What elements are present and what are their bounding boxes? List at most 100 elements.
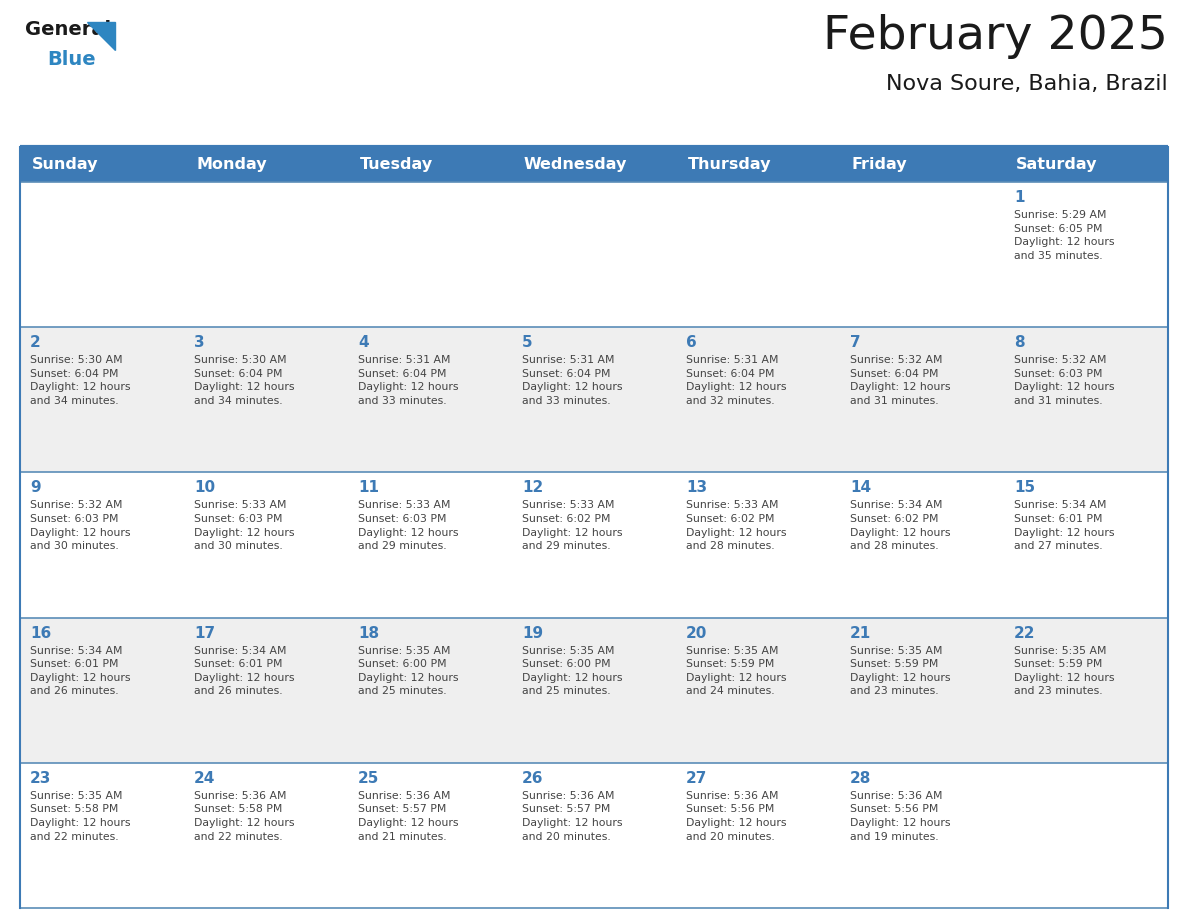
Bar <box>20 147 184 182</box>
Bar <box>348 763 512 908</box>
Text: Monday: Monday <box>196 157 266 172</box>
Text: 8: 8 <box>1015 335 1024 350</box>
Text: Sunrise: 5:35 AM
Sunset: 5:59 PM
Daylight: 12 hours
and 24 minutes.: Sunrise: 5:35 AM Sunset: 5:59 PM Dayligh… <box>685 645 786 697</box>
Text: Sunrise: 5:34 AM
Sunset: 6:01 PM
Daylight: 12 hours
and 26 minutes.: Sunrise: 5:34 AM Sunset: 6:01 PM Dayligh… <box>194 645 295 697</box>
Bar <box>840 147 1004 182</box>
Bar <box>184 327 348 473</box>
Bar <box>184 182 348 327</box>
Text: 16: 16 <box>30 625 51 641</box>
Text: Thursday: Thursday <box>688 157 771 172</box>
Bar <box>676 763 840 908</box>
Text: 11: 11 <box>358 480 379 496</box>
Bar <box>184 473 348 618</box>
Text: Sunrise: 5:29 AM
Sunset: 6:05 PM
Daylight: 12 hours
and 35 minutes.: Sunrise: 5:29 AM Sunset: 6:05 PM Dayligh… <box>1015 210 1114 261</box>
Bar <box>676 147 840 182</box>
Text: Sunrise: 5:35 AM
Sunset: 5:58 PM
Daylight: 12 hours
and 22 minutes.: Sunrise: 5:35 AM Sunset: 5:58 PM Dayligh… <box>30 790 131 842</box>
Bar <box>512 473 676 618</box>
Text: 9: 9 <box>30 480 40 496</box>
Text: 20: 20 <box>685 625 707 641</box>
Text: 17: 17 <box>194 625 215 641</box>
Text: Sunrise: 5:30 AM
Sunset: 6:04 PM
Daylight: 12 hours
and 34 minutes.: Sunrise: 5:30 AM Sunset: 6:04 PM Dayligh… <box>30 355 131 406</box>
Text: Sunrise: 5:36 AM
Sunset: 5:57 PM
Daylight: 12 hours
and 21 minutes.: Sunrise: 5:36 AM Sunset: 5:57 PM Dayligh… <box>358 790 459 842</box>
Text: 22: 22 <box>1015 625 1036 641</box>
Text: February 2025: February 2025 <box>823 14 1168 59</box>
Text: Sunrise: 5:34 AM
Sunset: 6:01 PM
Daylight: 12 hours
and 27 minutes.: Sunrise: 5:34 AM Sunset: 6:01 PM Dayligh… <box>1015 500 1114 551</box>
Bar <box>676 182 840 327</box>
Text: 7: 7 <box>849 335 860 350</box>
Bar <box>512 327 676 473</box>
Text: Sunrise: 5:32 AM
Sunset: 6:03 PM
Daylight: 12 hours
and 30 minutes.: Sunrise: 5:32 AM Sunset: 6:03 PM Dayligh… <box>30 500 131 551</box>
Text: 28: 28 <box>849 771 871 786</box>
Text: 13: 13 <box>685 480 707 496</box>
Text: Sunrise: 5:32 AM
Sunset: 6:04 PM
Daylight: 12 hours
and 31 minutes.: Sunrise: 5:32 AM Sunset: 6:04 PM Dayligh… <box>849 355 950 406</box>
Bar <box>1004 473 1168 618</box>
Text: Tuesday: Tuesday <box>360 157 434 172</box>
Text: Friday: Friday <box>852 157 908 172</box>
Text: Sunrise: 5:33 AM
Sunset: 6:02 PM
Daylight: 12 hours
and 28 minutes.: Sunrise: 5:33 AM Sunset: 6:02 PM Dayligh… <box>685 500 786 551</box>
Text: 2: 2 <box>30 335 40 350</box>
Bar <box>184 147 348 182</box>
Text: 4: 4 <box>358 335 368 350</box>
Text: 6: 6 <box>685 335 696 350</box>
Text: 19: 19 <box>522 625 543 641</box>
Text: Sunrise: 5:35 AM
Sunset: 6:00 PM
Daylight: 12 hours
and 25 minutes.: Sunrise: 5:35 AM Sunset: 6:00 PM Dayligh… <box>522 645 623 697</box>
Bar <box>512 182 676 327</box>
Text: 15: 15 <box>1015 480 1035 496</box>
Text: Sunrise: 5:31 AM
Sunset: 6:04 PM
Daylight: 12 hours
and 33 minutes.: Sunrise: 5:31 AM Sunset: 6:04 PM Dayligh… <box>522 355 623 406</box>
Text: 23: 23 <box>30 771 51 786</box>
Bar <box>676 327 840 473</box>
Text: 18: 18 <box>358 625 379 641</box>
Bar <box>20 182 184 327</box>
Text: Sunrise: 5:33 AM
Sunset: 6:03 PM
Daylight: 12 hours
and 29 minutes.: Sunrise: 5:33 AM Sunset: 6:03 PM Dayligh… <box>358 500 459 551</box>
Text: Sunrise: 5:36 AM
Sunset: 5:56 PM
Daylight: 12 hours
and 20 minutes.: Sunrise: 5:36 AM Sunset: 5:56 PM Dayligh… <box>685 790 786 842</box>
Text: 14: 14 <box>849 480 871 496</box>
Text: Sunrise: 5:33 AM
Sunset: 6:03 PM
Daylight: 12 hours
and 30 minutes.: Sunrise: 5:33 AM Sunset: 6:03 PM Dayligh… <box>194 500 295 551</box>
Text: Blue: Blue <box>48 50 95 69</box>
Bar <box>1004 327 1168 473</box>
Bar <box>1004 763 1168 908</box>
Bar <box>184 618 348 763</box>
Bar <box>1004 618 1168 763</box>
Bar <box>20 473 184 618</box>
Bar <box>20 618 184 763</box>
Text: Saturday: Saturday <box>1016 157 1098 172</box>
Text: 21: 21 <box>849 625 871 641</box>
Bar <box>676 618 840 763</box>
Text: Sunrise: 5:35 AM
Sunset: 5:59 PM
Daylight: 12 hours
and 23 minutes.: Sunrise: 5:35 AM Sunset: 5:59 PM Dayligh… <box>849 645 950 697</box>
Bar <box>676 473 840 618</box>
Bar <box>20 763 184 908</box>
Text: Sunrise: 5:31 AM
Sunset: 6:04 PM
Daylight: 12 hours
and 33 minutes.: Sunrise: 5:31 AM Sunset: 6:04 PM Dayligh… <box>358 355 459 406</box>
Text: Wednesday: Wednesday <box>524 157 627 172</box>
Bar <box>348 473 512 618</box>
Text: 10: 10 <box>194 480 215 496</box>
Bar <box>840 182 1004 327</box>
Bar <box>512 147 676 182</box>
Text: 27: 27 <box>685 771 707 786</box>
Text: Sunday: Sunday <box>32 157 99 172</box>
Text: Sunrise: 5:33 AM
Sunset: 6:02 PM
Daylight: 12 hours
and 29 minutes.: Sunrise: 5:33 AM Sunset: 6:02 PM Dayligh… <box>522 500 623 551</box>
Text: 1: 1 <box>1015 190 1024 205</box>
Text: Sunrise: 5:31 AM
Sunset: 6:04 PM
Daylight: 12 hours
and 32 minutes.: Sunrise: 5:31 AM Sunset: 6:04 PM Dayligh… <box>685 355 786 406</box>
Text: Sunrise: 5:34 AM
Sunset: 6:01 PM
Daylight: 12 hours
and 26 minutes.: Sunrise: 5:34 AM Sunset: 6:01 PM Dayligh… <box>30 645 131 697</box>
Text: Sunrise: 5:35 AM
Sunset: 5:59 PM
Daylight: 12 hours
and 23 minutes.: Sunrise: 5:35 AM Sunset: 5:59 PM Dayligh… <box>1015 645 1114 697</box>
Text: 12: 12 <box>522 480 543 496</box>
Bar <box>512 763 676 908</box>
Text: Sunrise: 5:36 AM
Sunset: 5:56 PM
Daylight: 12 hours
and 19 minutes.: Sunrise: 5:36 AM Sunset: 5:56 PM Dayligh… <box>849 790 950 842</box>
Text: Sunrise: 5:36 AM
Sunset: 5:57 PM
Daylight: 12 hours
and 20 minutes.: Sunrise: 5:36 AM Sunset: 5:57 PM Dayligh… <box>522 790 623 842</box>
Text: Sunrise: 5:35 AM
Sunset: 6:00 PM
Daylight: 12 hours
and 25 minutes.: Sunrise: 5:35 AM Sunset: 6:00 PM Dayligh… <box>358 645 459 697</box>
Text: Sunrise: 5:32 AM
Sunset: 6:03 PM
Daylight: 12 hours
and 31 minutes.: Sunrise: 5:32 AM Sunset: 6:03 PM Dayligh… <box>1015 355 1114 406</box>
Bar <box>1004 182 1168 327</box>
Bar <box>348 182 512 327</box>
Bar <box>20 327 184 473</box>
Text: 26: 26 <box>522 771 543 786</box>
Bar <box>840 473 1004 618</box>
Text: Sunrise: 5:36 AM
Sunset: 5:58 PM
Daylight: 12 hours
and 22 minutes.: Sunrise: 5:36 AM Sunset: 5:58 PM Dayligh… <box>194 790 295 842</box>
Text: 25: 25 <box>358 771 379 786</box>
Bar <box>348 327 512 473</box>
Bar <box>1004 147 1168 182</box>
Polygon shape <box>87 22 115 50</box>
Bar <box>840 763 1004 908</box>
Text: 3: 3 <box>194 335 204 350</box>
Text: 5: 5 <box>522 335 532 350</box>
Bar <box>840 618 1004 763</box>
